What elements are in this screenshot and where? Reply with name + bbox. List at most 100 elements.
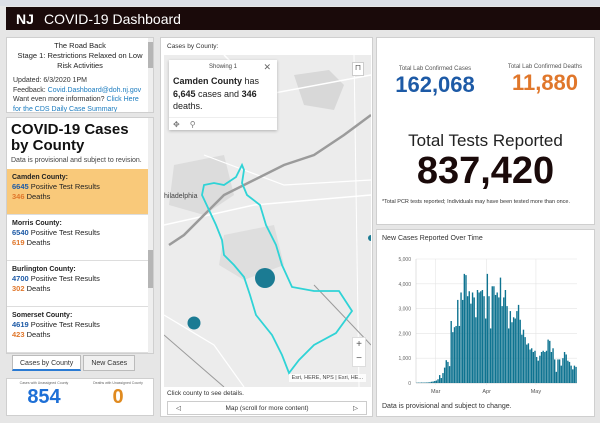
scrollbar-thumb[interactable] [148, 250, 153, 288]
positive-line: 6645 Positive Test Results [12, 182, 100, 191]
county-list-panel: COVID-19 Cases by County Data is provisi… [6, 117, 154, 354]
chart-bar [496, 292, 498, 383]
chart-bar [455, 325, 457, 383]
unassigned-cases: Cases with Unassigned County 854 [7, 381, 81, 409]
chart-bar [512, 317, 515, 383]
map-attribution: Esri, HERE, NPS | Esri, HE... [288, 374, 366, 382]
deaths-line: 302 Deaths [12, 283, 51, 293]
feedback-line: Feedback: Covid.Dashboard@doh.nj.gov [13, 86, 142, 94]
y-tick-label: 3,000 [398, 307, 411, 313]
next-icon[interactable]: ▷ [353, 405, 358, 412]
road [164, 194, 371, 226]
road-back-panel: The Road Back Stage 1: Restrictions Rela… [6, 37, 154, 113]
chart-bar [501, 306, 503, 383]
cds-summary-link[interactable]: Click Here for the CDS Daily Case Summar… [13, 96, 139, 113]
deaths-count: 423 [12, 329, 25, 339]
camden-county-outline[interactable] [201, 162, 354, 375]
highway [164, 334, 225, 387]
chart-bar [465, 275, 467, 383]
total-cases-value: 162,068 [395, 72, 475, 97]
y-tick-label: 4,000 [398, 282, 411, 288]
chart-bar [511, 322, 513, 383]
city-label-philadelphia: hiladelphia [164, 193, 198, 200]
zoom-to-icon[interactable]: ⚲ [189, 119, 196, 129]
popup-content: Camden County has 6,645 cases and 346 de… [173, 76, 260, 111]
county-name: Camden County: [12, 173, 68, 181]
zoom-out-button[interactable]: − [356, 353, 362, 364]
chart-bar [522, 329, 525, 383]
county-case-bubble[interactable] [368, 235, 371, 241]
total-deaths-value: 11,880 [511, 70, 579, 95]
close-icon[interactable]: ✕ [263, 62, 271, 72]
chart-title: New Cases Reported Over Time [382, 235, 483, 242]
positive-count: 4700 [12, 274, 29, 283]
county-case-bubble[interactable] [187, 316, 201, 330]
chart-bar [509, 311, 512, 383]
chart-bar [483, 296, 485, 383]
county-name: Somerset County: [12, 311, 73, 319]
chart-bar [575, 366, 577, 383]
map-title: Cases by County: [167, 43, 219, 50]
chart-bar [524, 337, 526, 383]
map-canvas[interactable]: hiladelphia Showing 1 ✕ Camden County ha… [164, 55, 371, 387]
chart-bar [443, 367, 446, 383]
prev-icon[interactable]: ◁ [176, 405, 181, 412]
highway [313, 284, 371, 346]
chart-bar [463, 273, 466, 383]
x-tick-label: Mar [431, 389, 441, 395]
county-list-item[interactable]: Somerset County: 4619 Positive Test Resul… [7, 307, 153, 353]
chart-bar [529, 349, 531, 383]
county-list-item[interactable]: Camden County: 6645 Positive Test Results… [7, 168, 153, 215]
chart-bar [499, 277, 502, 383]
unassigned-panel: Cases with Unassigned County 854 Deaths … [6, 378, 154, 416]
chart-bar [562, 358, 564, 383]
chart-bar [539, 355, 541, 383]
chart-bar [550, 352, 553, 383]
more-info-line: Want even more information? Click Here f… [13, 96, 139, 113]
nj-logo-icon: NJ [16, 10, 34, 27]
chart-bar [494, 294, 497, 383]
map-popup: Showing 1 ✕ Camden County has 6,645 case… [169, 60, 277, 130]
chart-bar [537, 360, 539, 383]
app-title: COVID-19 Dashboard [44, 10, 181, 27]
popup-toolbar: ✥ ⚲ [169, 117, 277, 130]
chart-bar [555, 371, 558, 383]
chart-bar [473, 297, 475, 383]
tab-cases-by-county[interactable]: Cases by County [12, 355, 82, 371]
road-back-scrollbar[interactable] [148, 38, 153, 112]
bookmark-icon[interactable]: ⊓ [352, 62, 364, 76]
positive-count: 6645 [12, 182, 29, 191]
chart-bar [563, 352, 566, 383]
deaths-line: 346 Deaths [12, 191, 51, 201]
chart-panel: New Cases Reported Over Time 0 1,000 2,000… [376, 229, 595, 417]
county-list-item[interactable]: Morris County: 6540 Positive Test Results… [7, 215, 153, 261]
tab-new-cases[interactable]: New Cases [83, 355, 136, 371]
chart-bar [427, 382, 429, 383]
county-list-item[interactable]: Burlington County: 4700 Positive Test Res… [7, 261, 153, 307]
chart-bar [458, 325, 461, 383]
chart-bar [552, 348, 554, 383]
chart-bar [567, 360, 569, 383]
chart-bar [516, 311, 518, 383]
app-header: NJ COVID-19 Dashboard [6, 7, 600, 30]
positive-count: 6540 [12, 228, 29, 237]
chart-bar [554, 359, 556, 383]
chart-bar [508, 328, 510, 383]
county-list-scrollbar[interactable] [148, 118, 153, 353]
chart-bar [462, 299, 464, 383]
chart-bar [434, 381, 436, 383]
pan-icon[interactable]: ✥ [173, 119, 180, 129]
chart-bar [478, 292, 480, 383]
chart-bar [435, 380, 438, 383]
chart-bar [517, 304, 520, 383]
chart-bar [558, 359, 561, 383]
feedback-email-link[interactable]: Covid.Dashboard@doh.nj.gov [47, 86, 142, 94]
zoom-in-button[interactable]: + [356, 339, 362, 350]
county-case-bubble[interactable] [255, 268, 275, 288]
urban-area [294, 70, 344, 110]
tests-note: *Total PCR tests reported; Individuals m… [382, 199, 571, 205]
chart-bar [448, 366, 451, 383]
deaths-count: 302 [12, 283, 25, 293]
positive-line: 4619 Positive Test Results [12, 320, 100, 329]
scrollbar-thumb[interactable] [148, 42, 153, 68]
